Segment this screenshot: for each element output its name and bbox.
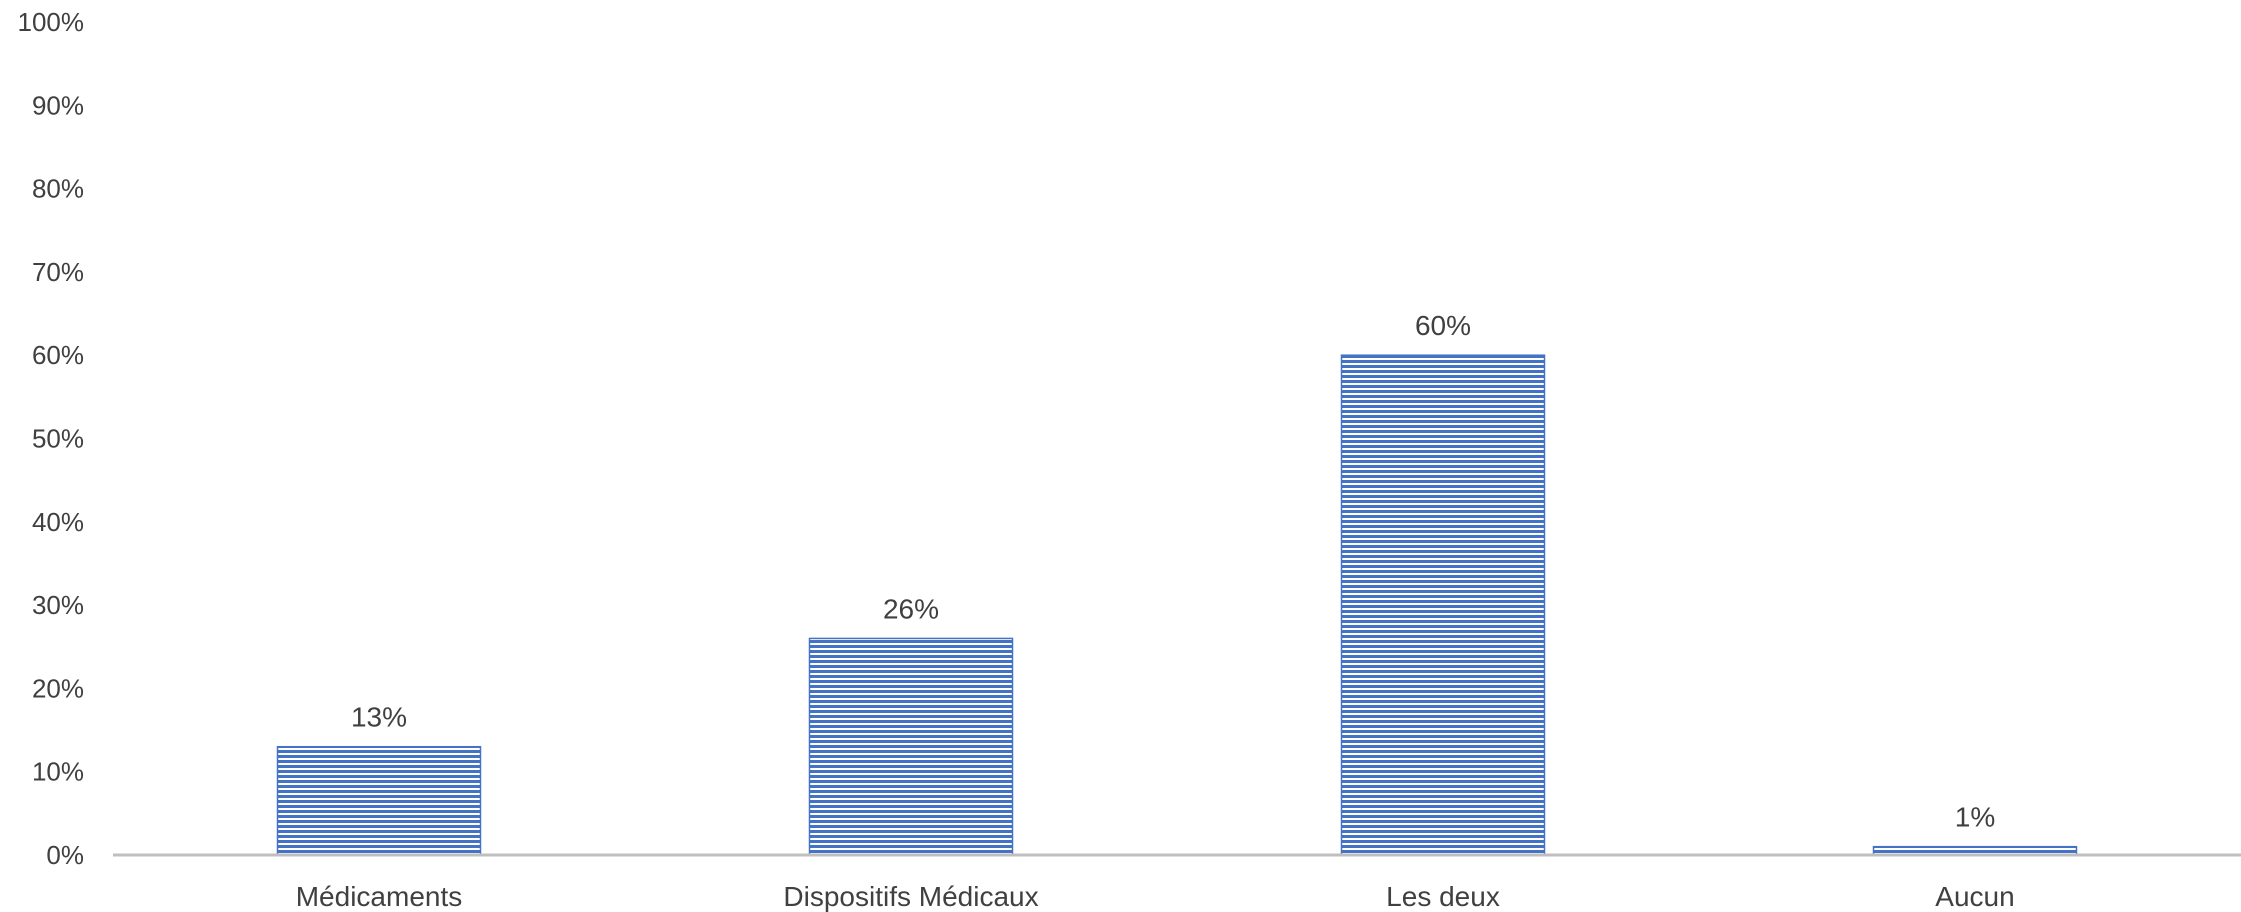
x-tick-label: Médicaments bbox=[296, 881, 463, 912]
y-tick-label: 0% bbox=[46, 840, 84, 870]
y-tick-label: 60% bbox=[32, 340, 84, 370]
y-tick-label: 40% bbox=[32, 507, 84, 537]
x-tick-label: Aucun bbox=[1935, 881, 2014, 912]
x-tick-label: Les deux bbox=[1386, 881, 1500, 912]
y-tick-label: 50% bbox=[32, 424, 84, 454]
data-label: 26% bbox=[883, 593, 939, 624]
bar bbox=[276, 745, 482, 856]
bars bbox=[276, 354, 2078, 856]
data-labels: 13% 26% 60% 1% bbox=[351, 310, 1995, 832]
bar bbox=[1340, 354, 1546, 856]
y-tick-label: 10% bbox=[32, 757, 84, 787]
data-label: 13% bbox=[351, 702, 407, 733]
y-tick-label: 100% bbox=[18, 7, 85, 37]
y-tick-label: 70% bbox=[32, 257, 84, 287]
y-tick-label: 90% bbox=[32, 90, 84, 120]
bar bbox=[808, 637, 1014, 856]
data-label: 60% bbox=[1415, 310, 1471, 341]
y-tick-label: 30% bbox=[32, 590, 84, 620]
y-axis: 0% 10% 20% 30% 40% 50% 60% 70% 80% 90% 100% bbox=[18, 7, 85, 870]
data-label: 1% bbox=[1955, 802, 1995, 833]
x-axis: Médicaments Dispositifs Médicaux Les deux A… bbox=[296, 881, 2015, 912]
y-tick-label: 20% bbox=[32, 673, 84, 703]
y-tick-label: 80% bbox=[32, 174, 84, 204]
x-tick-label: Dispositifs Médicaux bbox=[783, 881, 1038, 912]
